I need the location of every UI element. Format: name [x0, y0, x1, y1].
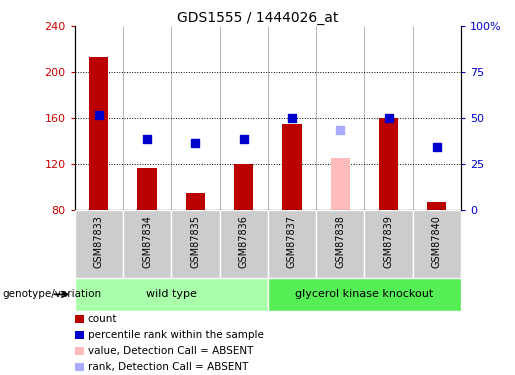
Text: glycerol kinase knockout: glycerol kinase knockout — [295, 290, 434, 299]
FancyBboxPatch shape — [365, 210, 413, 278]
Point — [191, 140, 199, 146]
Bar — [75, 347, 84, 355]
Bar — [427, 202, 447, 210]
Bar — [75, 363, 84, 371]
Text: GSM87838: GSM87838 — [335, 215, 345, 268]
Point — [433, 144, 441, 150]
Point — [95, 112, 103, 118]
FancyBboxPatch shape — [123, 210, 171, 278]
Text: GSM87835: GSM87835 — [191, 215, 200, 268]
FancyBboxPatch shape — [75, 210, 123, 278]
FancyBboxPatch shape — [219, 210, 268, 278]
FancyBboxPatch shape — [316, 210, 365, 278]
Point — [143, 136, 151, 142]
FancyBboxPatch shape — [75, 278, 268, 311]
Text: GSM87839: GSM87839 — [384, 215, 393, 268]
Text: GSM87837: GSM87837 — [287, 215, 297, 268]
FancyBboxPatch shape — [268, 210, 316, 278]
Text: genotype/variation: genotype/variation — [3, 290, 101, 299]
Text: count: count — [88, 314, 117, 324]
Bar — [75, 315, 84, 323]
FancyBboxPatch shape — [268, 278, 461, 311]
Point — [239, 136, 248, 142]
Bar — [75, 332, 84, 339]
Text: GSM87833: GSM87833 — [94, 215, 104, 268]
Point — [384, 115, 392, 121]
Bar — [282, 124, 302, 210]
Bar — [331, 158, 350, 210]
Text: wild type: wild type — [146, 290, 197, 299]
Bar — [234, 164, 253, 210]
Bar — [89, 57, 109, 210]
Point — [336, 127, 345, 133]
Point — [288, 115, 296, 121]
FancyBboxPatch shape — [413, 210, 461, 278]
FancyBboxPatch shape — [171, 210, 219, 278]
Text: rank, Detection Call = ABSENT: rank, Detection Call = ABSENT — [88, 362, 248, 372]
Bar — [138, 168, 157, 210]
Text: value, Detection Call = ABSENT: value, Detection Call = ABSENT — [88, 346, 253, 356]
Bar — [186, 193, 205, 210]
Bar — [379, 118, 398, 210]
Text: percentile rank within the sample: percentile rank within the sample — [88, 330, 264, 340]
Text: GSM87836: GSM87836 — [238, 215, 249, 268]
Text: GDS1555 / 1444026_at: GDS1555 / 1444026_at — [177, 11, 338, 25]
Text: GSM87834: GSM87834 — [142, 215, 152, 268]
Text: GSM87840: GSM87840 — [432, 215, 442, 268]
